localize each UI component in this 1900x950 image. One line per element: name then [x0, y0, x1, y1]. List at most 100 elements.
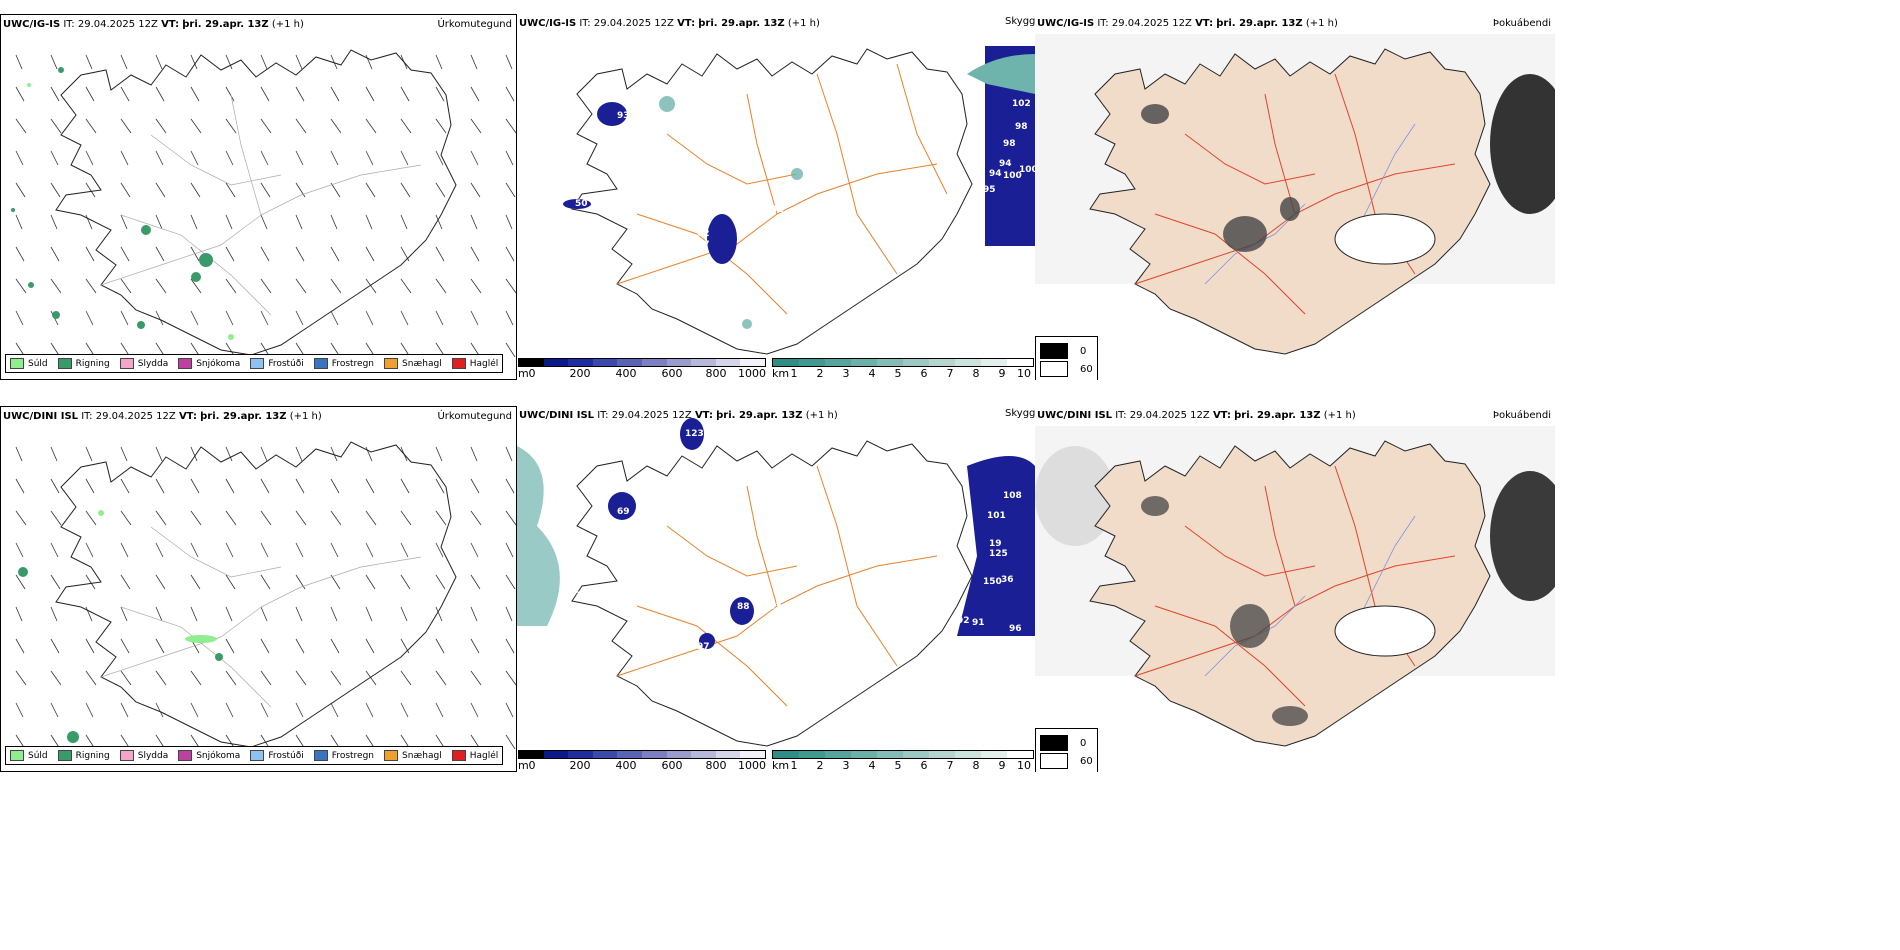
svg-text:93: 93	[617, 111, 630, 121]
legend-item: Haglél	[451, 750, 498, 761]
svg-text:125: 125	[989, 549, 1008, 559]
tick-label: 1000	[738, 759, 766, 772]
visibility-bar	[772, 750, 1034, 759]
legend-swatch	[10, 750, 24, 761]
elevation-bar	[518, 358, 766, 367]
tick-label: 200	[569, 759, 591, 772]
svg-text:88: 88	[737, 602, 750, 612]
legend-swatch	[313, 358, 328, 369]
tick-label: 3	[842, 759, 850, 772]
svg-text:101: 101	[987, 511, 1006, 521]
vis-map: 93 2 50 71 62 57 69 42 102 98 98 94 94 1…	[563, 46, 1035, 355]
svg-text:100: 100	[1003, 171, 1022, 181]
vis-map: 123 69 37 88 33 97 108 101 19 125 150 36…	[517, 418, 1035, 747]
svg-text:94: 94	[989, 169, 1002, 179]
panel-header: UWC/IG-IS IT: 29.04.2025 12Z VT: þri. 29…	[3, 19, 304, 30]
unit-label: km	[772, 759, 790, 772]
panel-title: Úrkomutegund	[437, 19, 512, 30]
svg-text:91: 91	[972, 618, 985, 628]
legend-swatch	[250, 750, 265, 761]
tick-label: 600	[661, 367, 683, 380]
elevation-colorbar: m 0 200 400 600 800 1000 km 1 2 3 4 5 6 …	[518, 358, 1034, 380]
tick-label: 2	[816, 367, 824, 380]
tick-label: 0	[528, 367, 536, 380]
svg-text:36: 36	[1001, 575, 1014, 585]
tick-label: 200	[569, 367, 591, 380]
panel-title: Úrkomutegund	[437, 411, 512, 422]
panel-header: UWC/DINI ISL IT: 29.04.2025 12Z VT: þri.…	[519, 410, 838, 421]
legend-item: Frostregn	[313, 358, 374, 369]
legend-item: Frostregn	[313, 750, 374, 761]
svg-text:2: 2	[652, 119, 658, 129]
tick-label: 1	[790, 367, 798, 380]
legend-swatch	[451, 750, 466, 761]
tick-label: 4	[868, 759, 876, 772]
fog-legend: 0 60	[1035, 728, 1098, 772]
legend-item: Slydda	[119, 750, 168, 761]
tick-label: 9	[998, 759, 1006, 772]
legend-item: Frostúði	[250, 750, 304, 761]
tick-label: 8	[972, 367, 980, 380]
tick-label: 800	[705, 759, 727, 772]
legend-item: Haglél	[451, 358, 498, 369]
precip-panel-row1: UWC/IG-IS IT: 29.04.2025 12Z VT: þri. 29…	[0, 14, 517, 380]
vis-panel-title-row2: Skyggni	[1005, 408, 1045, 419]
tick-label: 600	[661, 759, 683, 772]
fog-map	[1035, 34, 1555, 355]
legend-swatch	[178, 358, 193, 369]
svg-text:92: 92	[957, 616, 970, 626]
legend-swatch	[119, 750, 134, 761]
svg-text:94: 94	[999, 159, 1012, 169]
legend-item: Snæhagl	[384, 358, 442, 369]
vis-panel-title-row1: Skyggni	[1005, 16, 1045, 27]
legend-item: Snjókoma	[178, 750, 240, 761]
elevation-bar	[518, 750, 766, 759]
fog-panel-row2: UWC/DINI ISL IT: 29.04.2025 12Z VT: þri.…	[1035, 406, 1555, 772]
panel-header: UWC/DINI ISL IT: 29.04.2025 12Z VT: þri.…	[1037, 410, 1356, 421]
tick-label: 6	[920, 759, 928, 772]
svg-text:103: 103	[745, 709, 764, 719]
svg-text:62: 62	[697, 229, 710, 239]
vis-panel-row2: UWC/DINI ISL IT: 29.04.2025 12Z VT: þri.…	[517, 406, 1035, 772]
legend-swatch	[119, 358, 134, 369]
legend-swatch	[10, 358, 24, 369]
precip-panel-row2: UWC/DINI ISL IT: 29.04.2025 12Z VT: þri.…	[0, 406, 517, 772]
tick-label: 8	[972, 759, 980, 772]
svg-text:101: 101	[763, 712, 782, 722]
svg-text:69: 69	[617, 507, 630, 517]
tick-label: 0	[528, 759, 536, 772]
tick-label: 5	[894, 367, 902, 380]
tick-label: 1000	[738, 367, 766, 380]
svg-text:37: 37	[575, 591, 588, 601]
legend-item: Snæhagl	[384, 750, 442, 761]
panel-header: UWC/IG-IS IT: 29.04.2025 12Z VT: þri. 29…	[519, 18, 820, 29]
tick-label: 2	[816, 759, 824, 772]
svg-text:98: 98	[1003, 139, 1016, 149]
legend-swatch	[178, 750, 193, 761]
tick-label: 400	[615, 759, 637, 772]
svg-text:96: 96	[1009, 624, 1022, 634]
legend-swatch	[384, 358, 399, 369]
svg-text:71: 71	[592, 193, 605, 203]
fog-legend-item: 0	[1040, 735, 1093, 751]
precip-legend: Súld Rigning Slydda Snjókoma Frostúði Fr…	[5, 746, 504, 765]
legend-item: Frostúði	[250, 358, 304, 369]
unit-label: km	[772, 367, 790, 380]
fog-legend: 0 60	[1035, 336, 1098, 380]
legend-item: Súld	[10, 358, 48, 369]
tick-label: 3	[842, 367, 850, 380]
tick-label: 800	[705, 367, 727, 380]
tick-label: 5	[894, 759, 902, 772]
svg-text:102: 102	[1012, 99, 1031, 109]
tick-label: 1	[790, 759, 798, 772]
svg-text:50: 50	[575, 199, 588, 209]
tick-label: 7	[946, 759, 954, 772]
panel-title: Þokuábendi	[1492, 410, 1551, 421]
svg-text:100: 100	[1019, 165, 1035, 175]
tick-label: 6	[920, 367, 928, 380]
svg-text:150: 150	[983, 577, 1002, 587]
legend-item: Slydda	[119, 358, 168, 369]
svg-text:98: 98	[1015, 122, 1028, 132]
precip-map	[11, 49, 516, 358]
svg-text:42: 42	[771, 205, 784, 215]
